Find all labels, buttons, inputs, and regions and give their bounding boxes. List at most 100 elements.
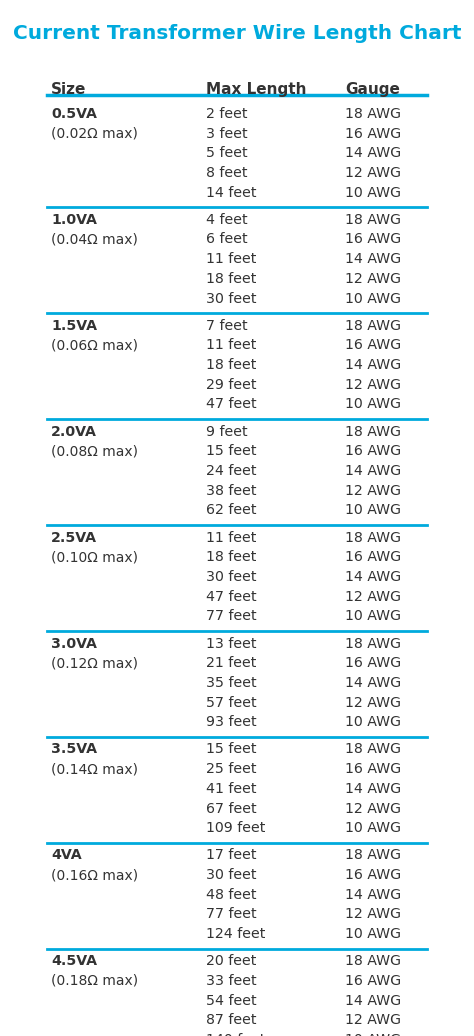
Text: 124 feet: 124 feet [206, 927, 265, 941]
Text: 14 AWG: 14 AWG [346, 252, 401, 266]
Text: 10 AWG: 10 AWG [346, 715, 401, 729]
Text: 67 feet: 67 feet [206, 802, 256, 815]
Text: Size: Size [51, 82, 86, 96]
Text: 12 AWG: 12 AWG [346, 802, 401, 815]
Text: 10 AWG: 10 AWG [346, 609, 401, 624]
Text: 18 AWG: 18 AWG [346, 954, 401, 969]
Text: 48 feet: 48 feet [206, 888, 256, 901]
Text: 10 AWG: 10 AWG [346, 927, 401, 941]
Text: 10 AWG: 10 AWG [346, 822, 401, 835]
Text: 15 feet: 15 feet [206, 444, 256, 458]
Text: 54 feet: 54 feet [206, 994, 256, 1008]
Text: (0.10Ω max): (0.10Ω max) [51, 550, 138, 565]
Text: 12 AWG: 12 AWG [346, 166, 401, 180]
Text: 62 feet: 62 feet [206, 503, 256, 517]
Text: 17 feet: 17 feet [206, 848, 256, 862]
Text: 18 feet: 18 feet [206, 550, 256, 565]
Text: Current Transformer Wire Length Chart: Current Transformer Wire Length Chart [13, 24, 461, 44]
Text: 16 AWG: 16 AWG [346, 232, 401, 247]
Text: 4VA: 4VA [51, 848, 82, 862]
Text: 16 AWG: 16 AWG [346, 339, 401, 352]
Text: 18 AWG: 18 AWG [346, 425, 401, 438]
Text: 18 feet: 18 feet [206, 358, 256, 372]
Text: 109 feet: 109 feet [206, 822, 265, 835]
Text: 14 AWG: 14 AWG [346, 888, 401, 901]
Text: 35 feet: 35 feet [206, 675, 256, 690]
Text: 3.5VA: 3.5VA [51, 743, 97, 756]
Text: 2 feet: 2 feet [206, 107, 247, 121]
Text: 8 feet: 8 feet [206, 166, 247, 180]
Text: 47 feet: 47 feet [206, 589, 256, 604]
Text: 57 feet: 57 feet [206, 695, 256, 710]
Text: 10 AWG: 10 AWG [346, 398, 401, 411]
Text: 10 AWG: 10 AWG [346, 291, 401, 306]
Text: 3 feet: 3 feet [206, 126, 247, 141]
Text: 16 AWG: 16 AWG [346, 126, 401, 141]
Text: 1.0VA: 1.0VA [51, 212, 97, 227]
Text: (0.02Ω max): (0.02Ω max) [51, 126, 138, 141]
Text: 18 AWG: 18 AWG [346, 848, 401, 862]
Text: 14 AWG: 14 AWG [346, 570, 401, 584]
Text: (0.12Ω max): (0.12Ω max) [51, 656, 138, 670]
Text: (0.06Ω max): (0.06Ω max) [51, 339, 138, 352]
Text: 11 feet: 11 feet [206, 252, 256, 266]
Text: 16 AWG: 16 AWG [346, 762, 401, 776]
Text: 14 AWG: 14 AWG [346, 146, 401, 161]
Text: 12 AWG: 12 AWG [346, 271, 401, 286]
Text: 18 AWG: 18 AWG [346, 530, 401, 545]
Text: 14 feet: 14 feet [206, 185, 256, 200]
Text: 0.5VA: 0.5VA [51, 107, 97, 121]
Text: 30 feet: 30 feet [206, 570, 256, 584]
Text: (0.04Ω max): (0.04Ω max) [51, 232, 138, 247]
Text: 33 feet: 33 feet [206, 974, 256, 988]
Text: 15 feet: 15 feet [206, 743, 256, 756]
Text: 1.5VA: 1.5VA [51, 319, 97, 333]
Text: 6 feet: 6 feet [206, 232, 247, 247]
Text: 93 feet: 93 feet [206, 715, 256, 729]
Text: 10 AWG: 10 AWG [346, 185, 401, 200]
Text: 10 AWG: 10 AWG [346, 503, 401, 517]
Text: 14 AWG: 14 AWG [346, 994, 401, 1008]
Text: 16 AWG: 16 AWG [346, 974, 401, 988]
Text: 18 feet: 18 feet [206, 271, 256, 286]
Text: 11 feet: 11 feet [206, 530, 256, 545]
Text: 77 feet: 77 feet [206, 609, 256, 624]
Text: 5 feet: 5 feet [206, 146, 247, 161]
Text: 3.0VA: 3.0VA [51, 636, 97, 651]
Text: 14 AWG: 14 AWG [346, 782, 401, 796]
Text: Max Length: Max Length [206, 82, 307, 96]
Text: 2.5VA: 2.5VA [51, 530, 97, 545]
Text: (0.08Ω max): (0.08Ω max) [51, 444, 138, 458]
Text: 13 feet: 13 feet [206, 636, 256, 651]
Text: 14 AWG: 14 AWG [346, 675, 401, 690]
Text: 18 AWG: 18 AWG [346, 743, 401, 756]
Text: (0.14Ω max): (0.14Ω max) [51, 762, 138, 776]
Text: 2.0VA: 2.0VA [51, 425, 97, 438]
Text: (0.16Ω max): (0.16Ω max) [51, 868, 138, 882]
Text: 41 feet: 41 feet [206, 782, 256, 796]
Text: 12 AWG: 12 AWG [346, 484, 401, 497]
Text: 14 AWG: 14 AWG [346, 358, 401, 372]
Text: 12 AWG: 12 AWG [346, 908, 401, 921]
Text: 38 feet: 38 feet [206, 484, 256, 497]
Text: 14 AWG: 14 AWG [346, 464, 401, 478]
Text: 12 AWG: 12 AWG [346, 695, 401, 710]
Text: 18 AWG: 18 AWG [346, 636, 401, 651]
Text: 25 feet: 25 feet [206, 762, 256, 776]
Text: 140 feet: 140 feet [206, 1033, 265, 1036]
Text: 18 AWG: 18 AWG [346, 212, 401, 227]
Text: 11 feet: 11 feet [206, 339, 256, 352]
Text: 16 AWG: 16 AWG [346, 444, 401, 458]
Text: (0.18Ω max): (0.18Ω max) [51, 974, 138, 988]
Text: 4 feet: 4 feet [206, 212, 247, 227]
Text: 12 AWG: 12 AWG [346, 378, 401, 392]
Text: 29 feet: 29 feet [206, 378, 256, 392]
Text: 30 feet: 30 feet [206, 868, 256, 882]
Text: 12 AWG: 12 AWG [346, 589, 401, 604]
Text: 16 AWG: 16 AWG [346, 868, 401, 882]
Text: 87 feet: 87 feet [206, 1013, 256, 1028]
Text: 77 feet: 77 feet [206, 908, 256, 921]
Text: Gauge: Gauge [346, 82, 401, 96]
Text: 16 AWG: 16 AWG [346, 656, 401, 670]
Text: 18 AWG: 18 AWG [346, 107, 401, 121]
